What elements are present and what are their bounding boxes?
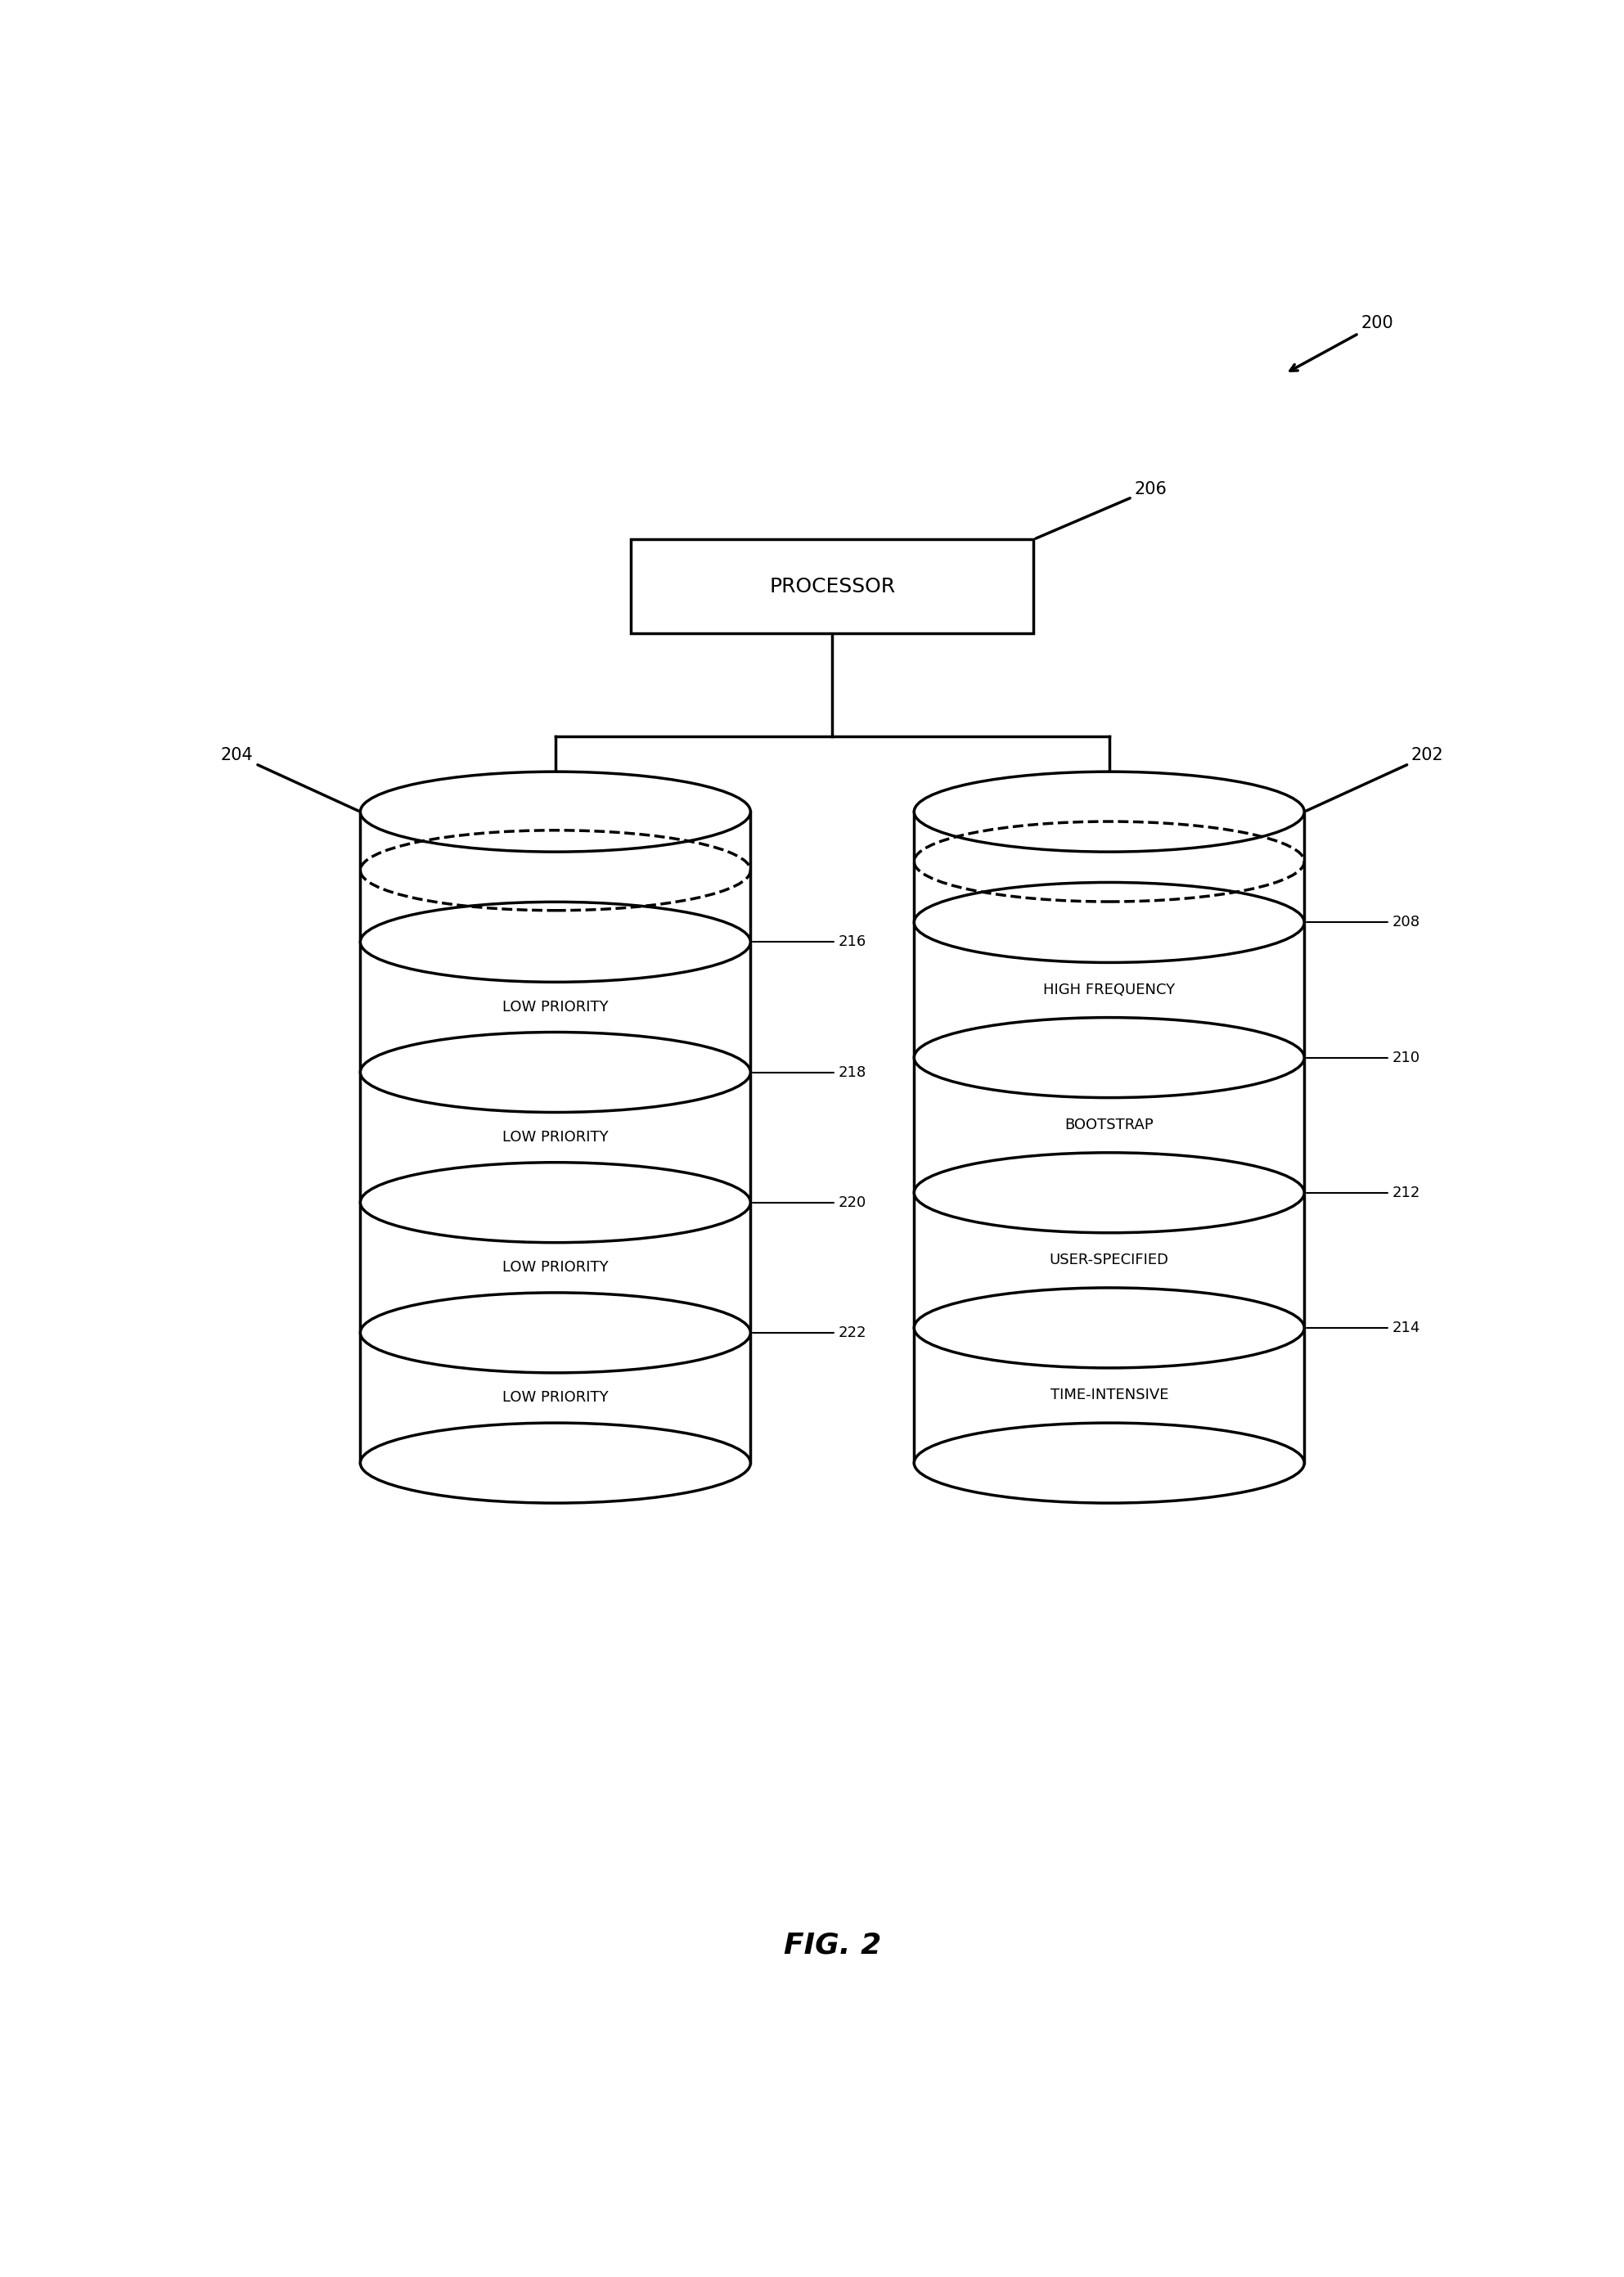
- Text: TIME-INTENSIVE: TIME-INTENSIVE: [1051, 1389, 1168, 1403]
- Text: LOW PRIORITY: LOW PRIORITY: [502, 1259, 609, 1275]
- Text: 204: 204: [221, 747, 359, 811]
- Text: 220: 220: [754, 1195, 867, 1209]
- Text: 208: 208: [1307, 915, 1421, 929]
- Bar: [632, 540, 1034, 633]
- Ellipse shape: [361, 1293, 750, 1373]
- Text: 202: 202: [1306, 747, 1444, 811]
- Text: 216: 216: [754, 934, 867, 950]
- Ellipse shape: [361, 1423, 750, 1503]
- Text: 218: 218: [754, 1066, 867, 1079]
- Text: BOOTSTRAP: BOOTSTRAP: [1065, 1118, 1153, 1132]
- Text: 206: 206: [1036, 480, 1168, 537]
- Text: FIG. 2: FIG. 2: [783, 1931, 882, 1958]
- Ellipse shape: [914, 1289, 1304, 1368]
- Text: LOW PRIORITY: LOW PRIORITY: [502, 1129, 609, 1145]
- Text: LOW PRIORITY: LOW PRIORITY: [502, 1000, 609, 1016]
- Bar: [914, 813, 1304, 1464]
- Ellipse shape: [914, 1152, 1304, 1232]
- Ellipse shape: [361, 1031, 750, 1113]
- Text: USER-SPECIFIED: USER-SPECIFIED: [1049, 1252, 1169, 1268]
- Text: 200: 200: [1289, 314, 1393, 371]
- Text: 222: 222: [754, 1325, 867, 1341]
- Ellipse shape: [361, 902, 750, 981]
- Ellipse shape: [914, 883, 1304, 963]
- Text: 210: 210: [1307, 1050, 1421, 1066]
- Text: PROCESSOR: PROCESSOR: [770, 576, 895, 597]
- Ellipse shape: [361, 1161, 750, 1243]
- Ellipse shape: [914, 1018, 1304, 1098]
- Bar: [361, 813, 750, 1464]
- Text: LOW PRIORITY: LOW PRIORITY: [502, 1391, 609, 1405]
- Text: HIGH FREQUENCY: HIGH FREQUENCY: [1043, 984, 1176, 997]
- Text: 214: 214: [1307, 1321, 1421, 1334]
- Text: 212: 212: [1307, 1186, 1421, 1200]
- Ellipse shape: [914, 1423, 1304, 1503]
- Ellipse shape: [361, 772, 750, 852]
- Ellipse shape: [914, 772, 1304, 852]
